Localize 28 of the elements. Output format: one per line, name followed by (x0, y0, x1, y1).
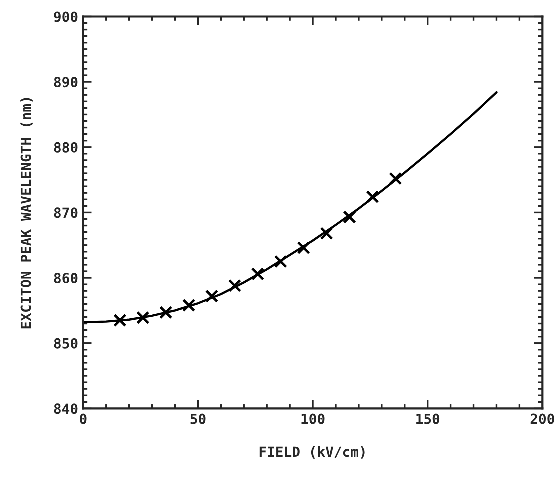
point (320, 226, 334, 240)
point (389, 172, 402, 186)
point (159, 306, 173, 320)
point (228, 279, 242, 293)
x-tick-label: 50 (190, 414, 206, 424)
point (366, 190, 380, 204)
point (136, 311, 150, 325)
point (251, 267, 265, 281)
point (114, 314, 127, 328)
y-tick-label: 870 (54, 208, 78, 218)
x-tick-label: 100 (302, 414, 325, 424)
y-tick-label: 840 (54, 404, 78, 414)
line-series (83, 91, 498, 324)
y-axis-title: EXCITON PEAK WAVELENGTH (nm) (20, 98, 33, 329)
x-tick-label: 0 (80, 414, 87, 424)
y-tick-label: 880 (54, 142, 78, 153)
point (297, 241, 310, 255)
point (205, 290, 219, 303)
point (182, 298, 196, 312)
y-tick-label: 860 (54, 273, 78, 284)
x-tick-label: 150 (416, 414, 440, 424)
y-tick-label: 890 (54, 77, 78, 88)
x-axis-title: FIELD (kV/cm) (260, 446, 365, 459)
y-tick-label: 900 (54, 12, 78, 22)
point (274, 255, 288, 268)
point (343, 210, 356, 224)
y-tick-label: 850 (54, 338, 78, 349)
x-tick-label: 200 (530, 414, 554, 424)
